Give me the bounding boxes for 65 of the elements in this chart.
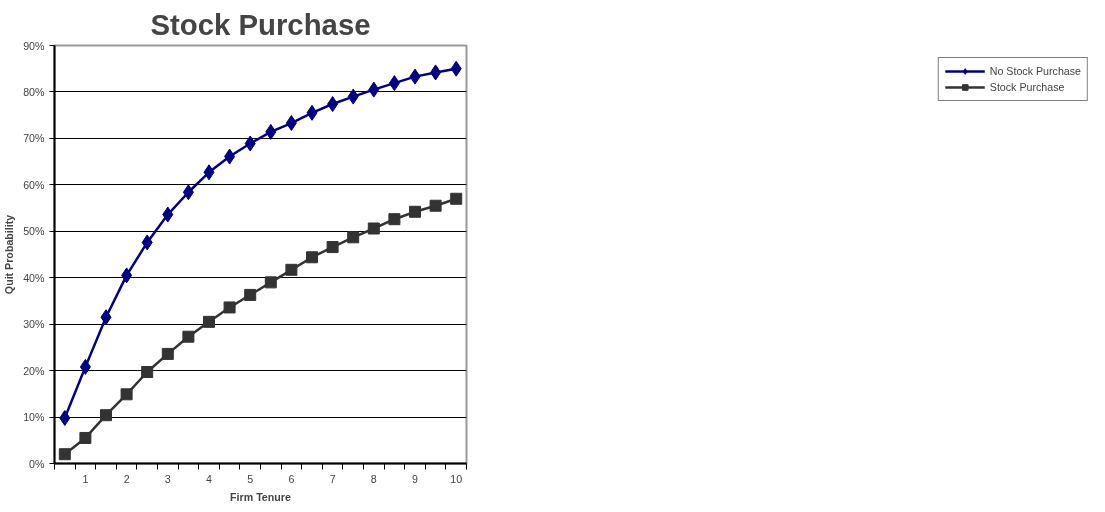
x-tick-label: 1: [82, 472, 89, 485]
point: [409, 205, 421, 218]
point: [223, 301, 236, 314]
y-tick-label: 80%: [23, 85, 46, 98]
point: [347, 88, 359, 105]
point: [388, 213, 401, 226]
point: [100, 409, 112, 422]
point: [450, 192, 463, 205]
point: [347, 231, 360, 244]
point: [79, 358, 91, 375]
x-tick-label: 9: [412, 472, 419, 485]
point: [368, 81, 380, 98]
x-tick-label: 5: [247, 472, 254, 485]
legend-label: No Stock Purchase: [989, 64, 1081, 78]
point: [79, 431, 92, 444]
point: [285, 115, 297, 132]
point: [182, 184, 194, 201]
x-tick-label: 4: [206, 472, 213, 485]
x-tick-label: 10: [450, 472, 463, 485]
point: [429, 199, 442, 212]
x-tick-label: 6: [288, 472, 295, 485]
point: [141, 234, 153, 251]
point: [58, 448, 71, 461]
point: [367, 222, 380, 235]
point: [430, 64, 442, 81]
point: [121, 267, 133, 284]
x-tick-label: 7: [329, 472, 336, 485]
point: [100, 309, 112, 326]
y-tick-label: 30%: [23, 318, 46, 331]
point: [59, 409, 71, 426]
chart-title: Stock Purchase: [150, 7, 371, 41]
point: [265, 123, 277, 140]
point: [162, 206, 174, 223]
point: [327, 96, 339, 113]
point: [409, 68, 421, 85]
y-tick-label: 90%: [23, 39, 46, 52]
point: [244, 135, 256, 152]
x-axis-title: Firm Tenure: [230, 490, 291, 503]
y-tick-label: 40%: [23, 271, 46, 284]
legend-label: Stock Purchase: [989, 80, 1065, 94]
y-tick-label: 0%: [29, 457, 46, 470]
x-tick-label: 2: [123, 472, 130, 485]
x-tick-label: 8: [370, 472, 377, 485]
point: [244, 288, 257, 301]
point: [264, 276, 277, 289]
point: [203, 315, 215, 328]
x-tick-label: 3: [164, 472, 171, 485]
point: [306, 104, 318, 121]
point: [388, 75, 400, 92]
point: [182, 330, 195, 343]
point: [326, 241, 339, 254]
point: [306, 251, 318, 264]
y-axis-title: Quit Probability: [3, 214, 16, 295]
point: [141, 366, 154, 378]
point: [161, 347, 174, 360]
y-tick-label: 70%: [23, 132, 46, 145]
point: [450, 60, 462, 77]
y-tick-label: 50%: [23, 225, 46, 238]
point: [224, 148, 236, 165]
y-tick-label: 60%: [23, 178, 46, 191]
point: [120, 388, 133, 401]
point: [203, 164, 215, 181]
point: [285, 263, 298, 276]
y-tick-label: 10%: [23, 411, 46, 424]
y-tick-label: 20%: [23, 364, 46, 377]
